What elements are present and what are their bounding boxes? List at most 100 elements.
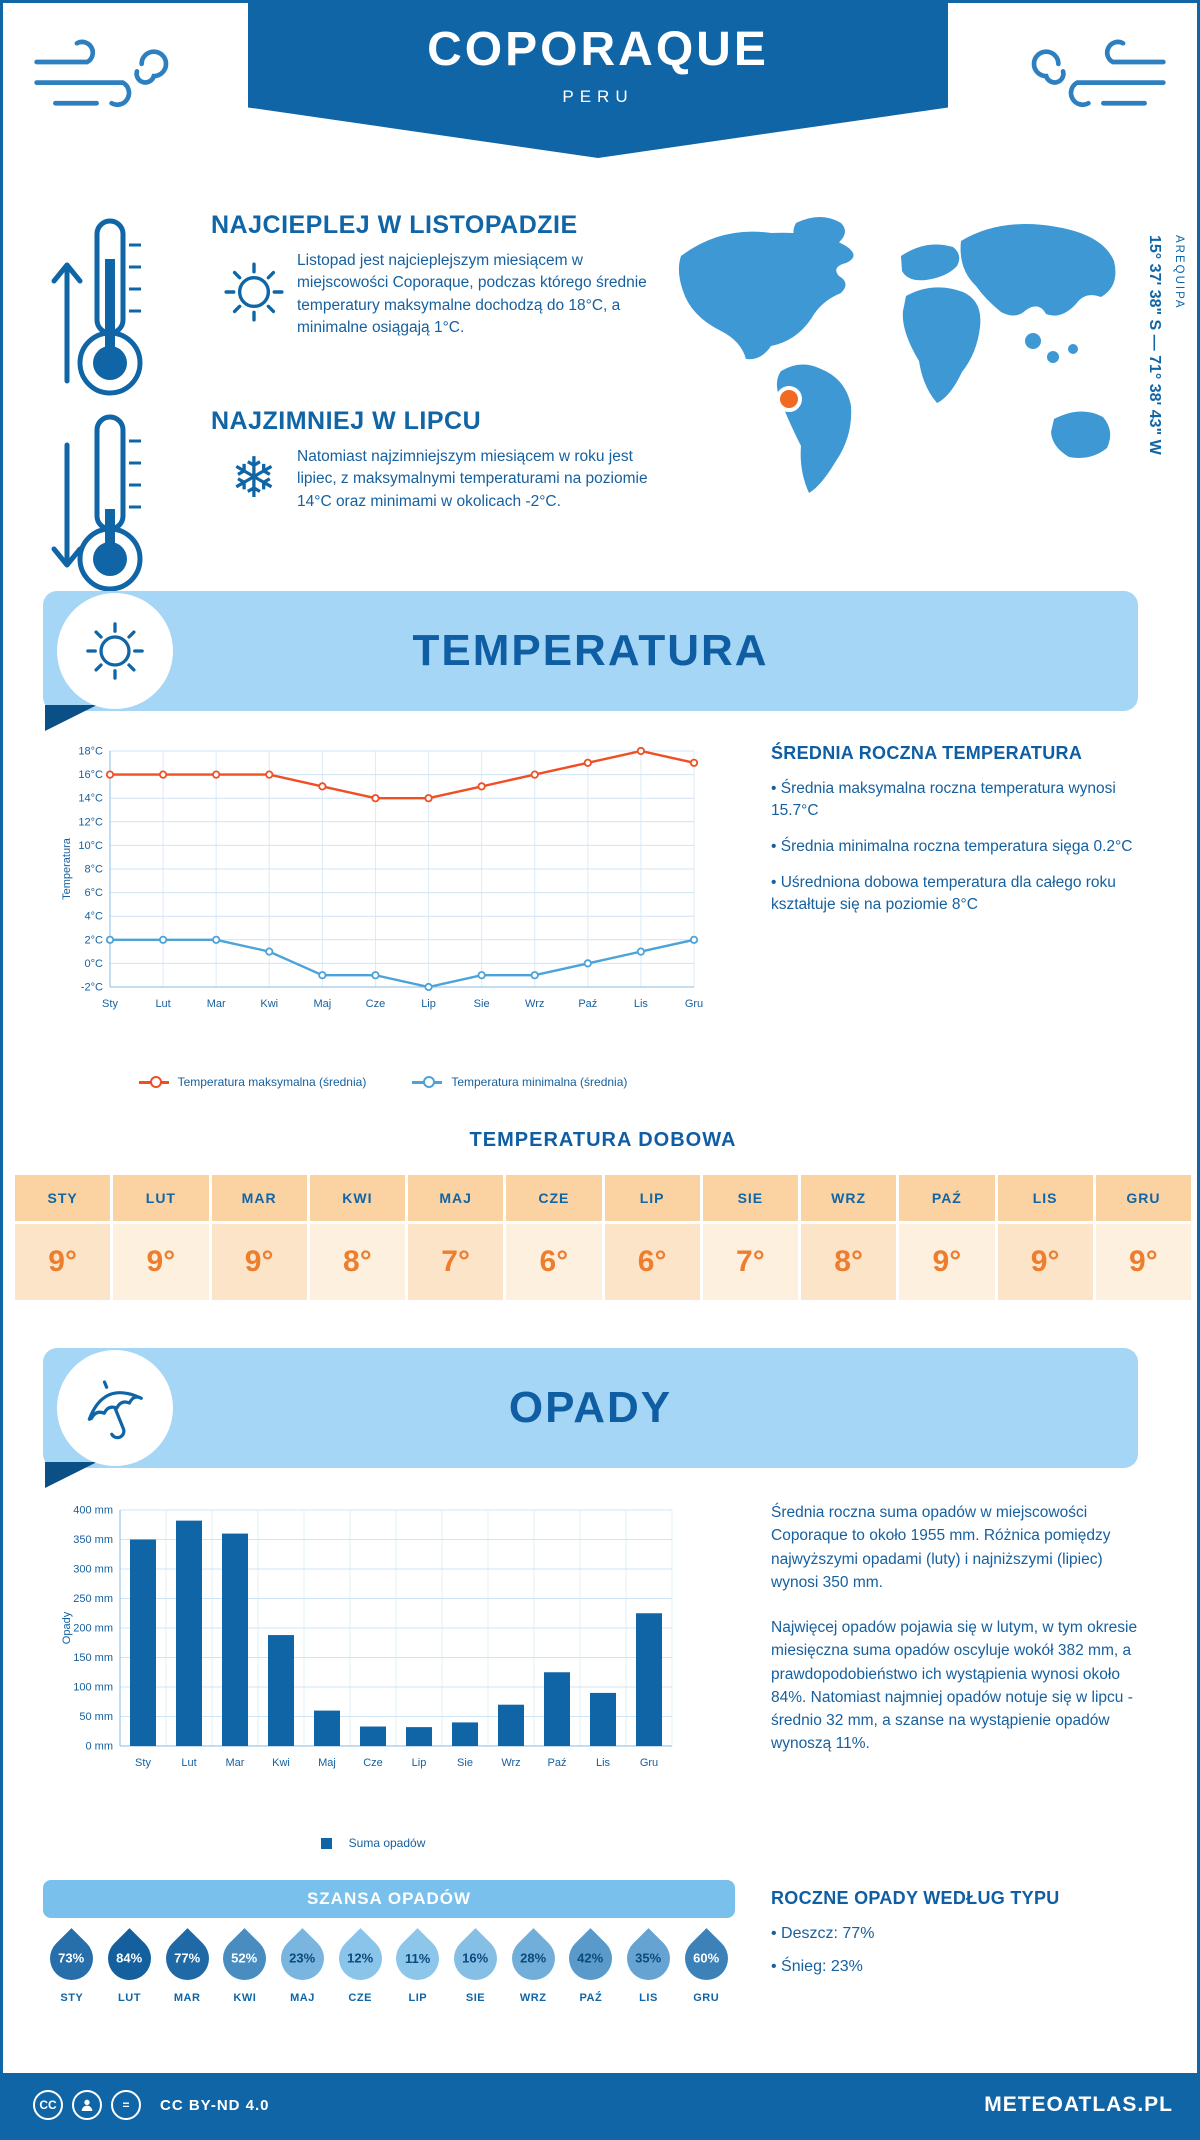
raindrop-icon: 12% (329, 1928, 391, 1989)
svg-text:Lis: Lis (634, 998, 649, 1010)
svg-text:350 mm: 350 mm (73, 1534, 113, 1546)
warmest-heading: NAJCIEPLEJ W LISTOPADZIE (211, 211, 578, 239)
daily-temp-value: 9° (899, 1224, 995, 1300)
legend-item: Temperatura minimalna (średnia) (412, 1075, 627, 1089)
precip-legend-label: Suma opadów (348, 1836, 426, 1850)
thermometer-cold-icon (51, 414, 143, 592)
warmest-body: Listopad jest najcieplejszym miesiącem w… (297, 252, 647, 337)
svg-text:150 mm: 150 mm (73, 1652, 113, 1664)
warmest-section: NAJCIEPLEJ W LISTOPADZIE Listopad jest n… (211, 211, 691, 340)
daily-temp-month: LUT (113, 1175, 209, 1221)
snowflake-icon: ❄ (230, 446, 278, 509)
map-coordinates: 15° 37' 38" S — 71° 38' 43" W (1146, 235, 1163, 455)
svg-text:Sty: Sty (135, 1757, 151, 1769)
annual-temp-bullet: • Średnia maksymalna roczna temperatura … (771, 780, 1116, 819)
page-subtitle: PERU (562, 87, 634, 106)
svg-text:6°C: 6°C (85, 887, 104, 899)
wind-icon (34, 39, 169, 108)
daily-temp-value: 9° (15, 1224, 111, 1300)
svg-text:Lut: Lut (181, 1757, 196, 1769)
daily-temp-month: PAŹ (899, 1175, 995, 1221)
daily-temp-month: SIE (702, 1175, 798, 1221)
raindrop-icon: 11% (387, 1928, 449, 1989)
world-map (678, 217, 1116, 493)
raindrop-icon: 77% (156, 1928, 218, 1989)
svg-text:12°C: 12°C (78, 816, 103, 828)
daily-temp-month: LIP (604, 1175, 700, 1221)
daily-temp-month: WRZ (801, 1175, 897, 1221)
map-region: AREQUIPA (1173, 235, 1185, 310)
svg-text:Lis: Lis (596, 1757, 611, 1769)
svg-text:Sie: Sie (457, 1757, 473, 1769)
daily-temp-value: 9° (211, 1224, 307, 1300)
svg-text:4°C: 4°C (85, 911, 104, 923)
daily-temp-month: CZE (506, 1175, 602, 1221)
annual-temp-panel: ŚREDNIA ROCZNA TEMPERATURA • Średnia mak… (771, 743, 1143, 930)
temperature-legend: Temperatura maksymalna (średnia) Temperat… (58, 1075, 708, 1089)
daily-temp-heading: TEMPERATURA DOBOWA (469, 1129, 737, 1151)
svg-text:Lut: Lut (155, 998, 170, 1010)
svg-text:Cze: Cze (366, 998, 386, 1010)
svg-text:250 mm: 250 mm (73, 1593, 113, 1605)
rain-chance-item: 11% LIP (387, 1928, 449, 2004)
svg-text:Gru: Gru (685, 998, 703, 1010)
rain-chance-item: 28% WRZ (502, 1928, 564, 2004)
precip-type-bullet: • Deszcz: 77% (771, 1925, 875, 1942)
svg-text:Kwi: Kwi (272, 1757, 290, 1769)
sun-icon (211, 254, 297, 330)
svg-text:Wrz: Wrz (501, 1757, 520, 1769)
svg-text:Maj: Maj (313, 998, 331, 1010)
rain-chance-month: LIS (639, 1992, 658, 2004)
precip-type-panel: ROCZNE OPADY WEDŁUG TYPU • Deszcz: 77% • … (771, 1888, 1143, 1988)
cc-icon: CC (33, 2090, 63, 2120)
precip-chart: 400 mm 350 mm 300 mm 250 mm 200 mm 150 mm 100 … (61, 1505, 673, 1769)
footer: CC = CC BY-ND 4.0 METEOATLAS.PL (3, 2073, 1197, 2137)
daily-temp-value: 8° (309, 1224, 405, 1300)
rain-chance-month: MAR (173, 1992, 201, 2004)
raindrop-icon: 84% (99, 1928, 160, 1989)
license-label: CC BY-ND 4.0 (160, 2096, 270, 2114)
svg-text:Paź: Paź (548, 1757, 567, 1769)
rain-chance-month: PAŹ (579, 1992, 603, 2004)
attribution-person-icon (72, 2090, 102, 2120)
raindrop-icon: 52% (214, 1928, 276, 1989)
sun-icon (86, 622, 144, 680)
svg-text:200 mm: 200 mm (73, 1623, 113, 1635)
svg-text:Opady: Opady (61, 1611, 73, 1644)
svg-text:14°C: 14°C (78, 793, 103, 805)
daily-temp-value: 6° (604, 1224, 700, 1300)
svg-text:10°C: 10°C (78, 840, 103, 852)
rain-chance-item: 52% KWI (214, 1928, 276, 2004)
svg-text:300 mm: 300 mm (73, 1564, 113, 1576)
coldest-body: Natomiast najzimniejszym miesiącem w rok… (297, 448, 648, 510)
coldest-heading: NAJZIMNIEJ W LIPCU (211, 407, 482, 435)
annual-temp-bullet: • Uśredniona dobowa temperatura dla całe… (771, 874, 1116, 913)
annual-temp-heading: ŚREDNIA ROCZNA TEMPERATURA (771, 743, 1083, 763)
daily-temp-value: 9° (113, 1224, 209, 1300)
rain-chance-month: STY (60, 1992, 84, 2004)
svg-text:8°C: 8°C (85, 864, 104, 876)
rain-chance-month: CZE (348, 1992, 372, 2004)
svg-text:Lip: Lip (412, 1757, 427, 1769)
rain-chance-month: LIP (408, 1992, 428, 2004)
precip-text-panel: Średnia roczna suma opadów w miejscowośc… (771, 1501, 1143, 1778)
temperature-banner: TEMPERATURA (43, 591, 1138, 731)
daily-temp-month: MAR (211, 1175, 307, 1221)
daily-temp-month: LIS (997, 1175, 1093, 1221)
daily-temp-value: 7° (408, 1224, 504, 1300)
svg-text:-2°C: -2°C (81, 982, 103, 994)
svg-text:Lip: Lip (421, 998, 436, 1010)
banner-fold (45, 1462, 97, 1488)
precip-section-title: OPADY (508, 1383, 673, 1432)
svg-text:Cze: Cze (363, 1757, 383, 1769)
svg-text:0 mm: 0 mm (86, 1741, 114, 1753)
rain-chance-item: 16% SIE (445, 1928, 506, 2004)
legend-item: Temperatura maksymalna (średnia) (138, 1075, 366, 1089)
sun-badge (57, 593, 173, 709)
svg-text:2°C: 2°C (85, 934, 104, 946)
rain-chance-item: 35% LIS (618, 1928, 679, 2004)
header-banner: COPORAQUE PERU (248, 3, 948, 158)
svg-text:Paź: Paź (578, 998, 597, 1010)
rain-chance-month: SIE (465, 1992, 486, 2004)
svg-text:0°C: 0°C (85, 958, 104, 970)
